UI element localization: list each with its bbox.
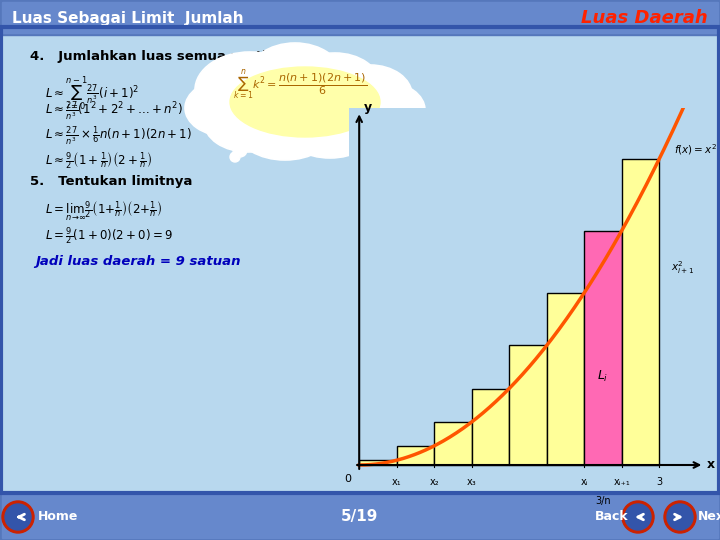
Circle shape bbox=[625, 504, 651, 530]
Ellipse shape bbox=[195, 52, 305, 128]
Bar bbox=[1, 27, 719, 493]
Bar bbox=[546, 293, 584, 465]
Text: Next: Next bbox=[698, 510, 720, 523]
Text: $L_i$: $L_i$ bbox=[598, 369, 608, 384]
Text: 3: 3 bbox=[656, 477, 662, 487]
Text: 5.   Tentukan limitnya: 5. Tentukan limitnya bbox=[30, 175, 192, 188]
Ellipse shape bbox=[185, 80, 265, 136]
Text: $x_{i+1}^2$: $x_{i+1}^2$ bbox=[671, 259, 695, 276]
Circle shape bbox=[238, 130, 258, 150]
Circle shape bbox=[230, 152, 240, 162]
Ellipse shape bbox=[247, 43, 343, 113]
Text: $f(x)=x^2$: $f(x)=x^2$ bbox=[674, 142, 717, 157]
Ellipse shape bbox=[285, 102, 375, 158]
Text: xᵢ: xᵢ bbox=[580, 477, 588, 487]
Text: 5/19: 5/19 bbox=[341, 510, 379, 524]
Circle shape bbox=[664, 501, 696, 533]
Text: x: x bbox=[707, 458, 716, 471]
Text: xᵢ₊₁: xᵢ₊₁ bbox=[613, 477, 630, 487]
Bar bbox=[2, 495, 718, 538]
Circle shape bbox=[5, 504, 31, 530]
Ellipse shape bbox=[237, 100, 333, 160]
Text: Luas Daerah: Luas Daerah bbox=[581, 9, 708, 27]
Text: $\sum_{k=1}^{n} k^2 = \dfrac{n(n+1)(2n+1)}{6}$: $\sum_{k=1}^{n} k^2 = \dfrac{n(n+1)(2n+1… bbox=[233, 68, 367, 102]
Text: Luas Sebagai Limit  Jumlah: Luas Sebagai Limit Jumlah bbox=[12, 10, 243, 25]
Text: Back: Back bbox=[595, 510, 628, 523]
Text: x₁: x₁ bbox=[392, 477, 402, 487]
Bar bbox=[0, 493, 720, 540]
Text: y: y bbox=[364, 102, 372, 114]
Text: $L = \lim_{n \to \infty} \frac{9}{2} \left(1+\frac{1}{n}\right)\left(2+\frac{1}{: $L = \lim_{n \to \infty} \frac{9}{2} \le… bbox=[45, 200, 162, 224]
Text: 3/n: 3/n bbox=[595, 496, 611, 505]
Text: x₂: x₂ bbox=[429, 477, 439, 487]
Bar bbox=[397, 446, 434, 465]
Text: Home: Home bbox=[38, 510, 78, 523]
Circle shape bbox=[622, 501, 654, 533]
Ellipse shape bbox=[328, 65, 412, 125]
Ellipse shape bbox=[290, 53, 380, 117]
Ellipse shape bbox=[345, 82, 425, 138]
Bar bbox=[509, 346, 546, 465]
Bar bbox=[434, 422, 472, 465]
Ellipse shape bbox=[332, 99, 408, 151]
Text: 4.   Jumlahkan luas semua partisi: 4. Jumlahkan luas semua partisi bbox=[30, 50, 279, 63]
Ellipse shape bbox=[230, 67, 380, 137]
Bar bbox=[0, 0, 720, 35]
Bar bbox=[621, 159, 660, 465]
Ellipse shape bbox=[204, 92, 292, 152]
Bar bbox=[2, 2, 718, 33]
Circle shape bbox=[2, 501, 34, 533]
Text: $L \approx \frac{27}{n^3} \left(1^2 + 2^2 + \ldots + n^2\right)$: $L \approx \frac{27}{n^3} \left(1^2 + 2^… bbox=[45, 100, 183, 123]
Text: $L \approx \sum_{i=0}^{n-1} \frac{27}{n^3} (i+1)^2$: $L \approx \sum_{i=0}^{n-1} \frac{27}{n^… bbox=[45, 75, 140, 113]
Text: $L \approx \frac{9}{2} \left(1+\frac{1}{n}\right)\left(2+\frac{1}{n}\right)$: $L \approx \frac{9}{2} \left(1+\frac{1}{… bbox=[45, 150, 152, 172]
Circle shape bbox=[667, 504, 693, 530]
Text: 0: 0 bbox=[344, 474, 351, 483]
Bar bbox=[584, 231, 621, 465]
Text: $L = \frac{9}{2}(1+0)(2+0) = 9$: $L = \frac{9}{2}(1+0)(2+0) = 9$ bbox=[45, 225, 173, 247]
Bar bbox=[359, 460, 397, 465]
Text: x₃: x₃ bbox=[467, 477, 477, 487]
Bar bbox=[472, 388, 509, 465]
Text: Jadi luas daerah = 9 satuan: Jadi luas daerah = 9 satuan bbox=[35, 255, 240, 268]
Bar bbox=[2, 35, 718, 493]
Text: $L \approx \frac{27}{n^3} \times \frac{1}{6} n(n+1)(2n+1)$: $L \approx \frac{27}{n^3} \times \frac{1… bbox=[45, 125, 192, 148]
Circle shape bbox=[233, 143, 247, 157]
